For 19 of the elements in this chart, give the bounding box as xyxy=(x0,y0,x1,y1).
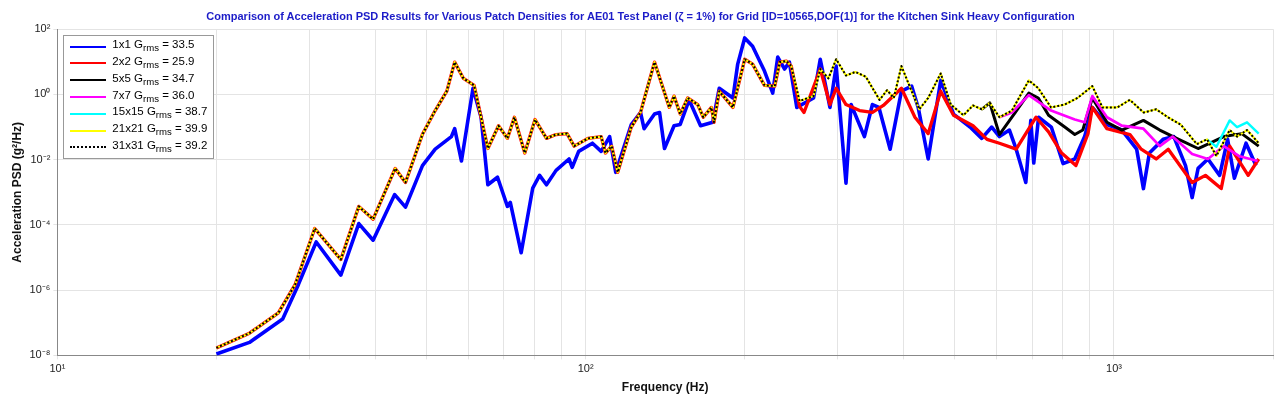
legend-label: 31x31 G$_{rms}$ = 39.2 xyxy=(112,138,208,156)
legend-label: 1x1 G$_{rms}$ = 33.5 xyxy=(112,38,195,55)
legend-label: 5x5 G$_{rms}$ = 34.7 xyxy=(112,71,195,89)
legend-label: 15x15 G$_{rms}$ = 38.7 xyxy=(112,105,208,123)
y-tick-label: 10⁻⁴ xyxy=(29,217,51,230)
legend-label: 2x2 G$_{rms}$ = 25.9 xyxy=(112,54,195,72)
x-tick-label: 10² xyxy=(577,362,594,375)
y-tick-label: 10⁻⁶ xyxy=(29,283,51,296)
legend-label: 7x7 G$_{rms}$ = 36.0 xyxy=(112,88,195,106)
x-tick-label: 10³ xyxy=(1106,362,1123,375)
y-axis-title: Acceleration PSD (g²/Hz) xyxy=(9,121,24,263)
legend-label: 21x21 G$_{rms}$ = 39.9 xyxy=(112,122,208,139)
x-axis-title: Frequency (Hz) xyxy=(621,380,709,395)
x-tick-label: 10¹ xyxy=(49,362,66,375)
y-tick-label: 10⁰ xyxy=(34,87,51,100)
y-tick-label: 10⁻² xyxy=(30,152,51,165)
y-tick-label: 10⁻⁸ xyxy=(29,348,51,361)
chart-title: Comparison of Acceleration PSD Results for Various Patch Densities for AE01 Test Panel (ζ = 1%) for Grid [ID=10565,DOF(1)] for the Kitchen Sink Heavy Configuration xyxy=(206,9,1075,23)
y-tick-label: 10² xyxy=(34,22,51,35)
